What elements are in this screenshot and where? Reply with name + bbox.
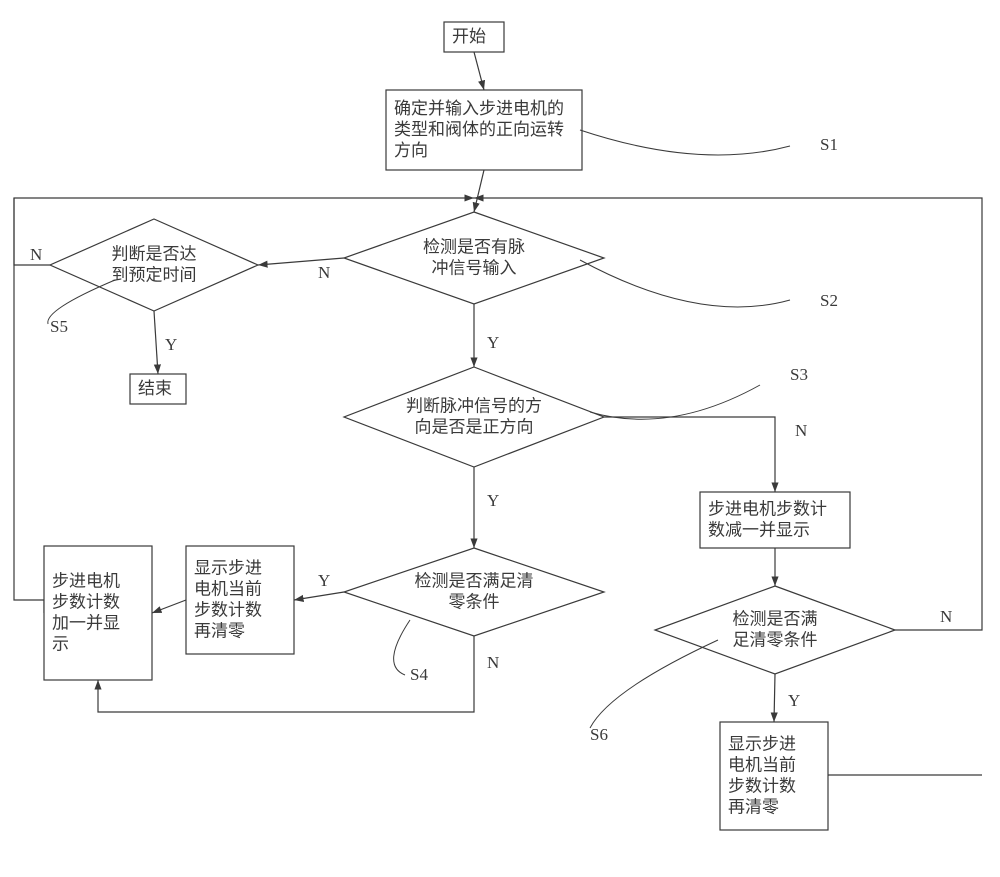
node-text: 检测是否满 <box>733 610 818 629</box>
node-text: 再清零 <box>194 622 245 641</box>
node-text: 结束 <box>138 379 172 398</box>
node-text: 电机当前 <box>728 756 796 775</box>
node-text: 检测是否满足清 <box>415 572 534 591</box>
edge-label: N <box>318 263 330 282</box>
node-text: 确定并输入步进电机的 <box>394 99 564 118</box>
node-text: 电机当前 <box>194 580 262 599</box>
callout-curve <box>590 640 718 728</box>
node-text: 冲信号输入 <box>432 259 517 278</box>
edge <box>258 258 344 265</box>
node-text: 显示步进 <box>194 559 262 578</box>
callout-curve <box>394 620 410 675</box>
node-text: 步进电机步数计 <box>708 500 827 519</box>
node-text: 判断脉冲信号的方 <box>406 397 542 416</box>
node-text: 检测是否有脉 <box>423 238 525 257</box>
node-text: 示 <box>52 635 69 654</box>
callout-label: S3 <box>790 365 808 384</box>
edge <box>774 674 775 722</box>
edge <box>604 417 775 492</box>
node-text: 足清零条件 <box>733 631 818 650</box>
callout-label: S1 <box>820 135 838 154</box>
node-text: 步数计数 <box>194 601 262 620</box>
edge-label: Y <box>788 691 800 710</box>
node-text: 到预定时间 <box>112 266 197 285</box>
edge-label: Y <box>487 491 499 510</box>
edge <box>152 600 186 613</box>
callout-label: S2 <box>820 291 838 310</box>
callout-label: S4 <box>410 665 428 684</box>
node-text: 向是否是正方向 <box>415 418 534 437</box>
node-text: 数减一并显示 <box>708 521 810 540</box>
edge-label: N <box>940 607 952 626</box>
edge-label: N <box>30 245 42 264</box>
edge-label: N <box>795 421 807 440</box>
edge-label: Y <box>165 335 177 354</box>
callout-label: S6 <box>590 725 608 744</box>
node-text: 类型和阀体的正向运转 <box>394 120 564 139</box>
edge <box>474 170 484 212</box>
node-text: 加一并显 <box>52 614 120 633</box>
edge-label: Y <box>487 333 499 352</box>
node-text: 零条件 <box>449 593 500 612</box>
edge <box>828 775 982 776</box>
node-text: 方向 <box>394 141 428 160</box>
edge-label: N <box>487 653 499 672</box>
edge-label: Y <box>318 571 330 590</box>
callout-curve <box>580 130 790 155</box>
node-text: 再清零 <box>728 798 779 817</box>
node-text: 步数计数 <box>52 593 120 612</box>
node-text: 步数计数 <box>728 777 796 796</box>
callout-curve <box>590 385 760 419</box>
edge <box>294 592 344 600</box>
callout-label: S5 <box>50 317 68 336</box>
edge <box>154 311 158 374</box>
node-text: 判断是否达 <box>112 245 197 264</box>
edge <box>474 52 484 90</box>
node-text: 显示步进 <box>728 735 796 754</box>
flowchart-canvas: Y N Y N Y N Y N Y N 开始确定并输入步进电机的类型和阀体的正向运转方向检测是否有脉… <box>0 0 1000 877</box>
node-text: 步进电机 <box>52 572 120 591</box>
node-text: 开始 <box>452 27 486 46</box>
callout-curve <box>580 260 790 307</box>
